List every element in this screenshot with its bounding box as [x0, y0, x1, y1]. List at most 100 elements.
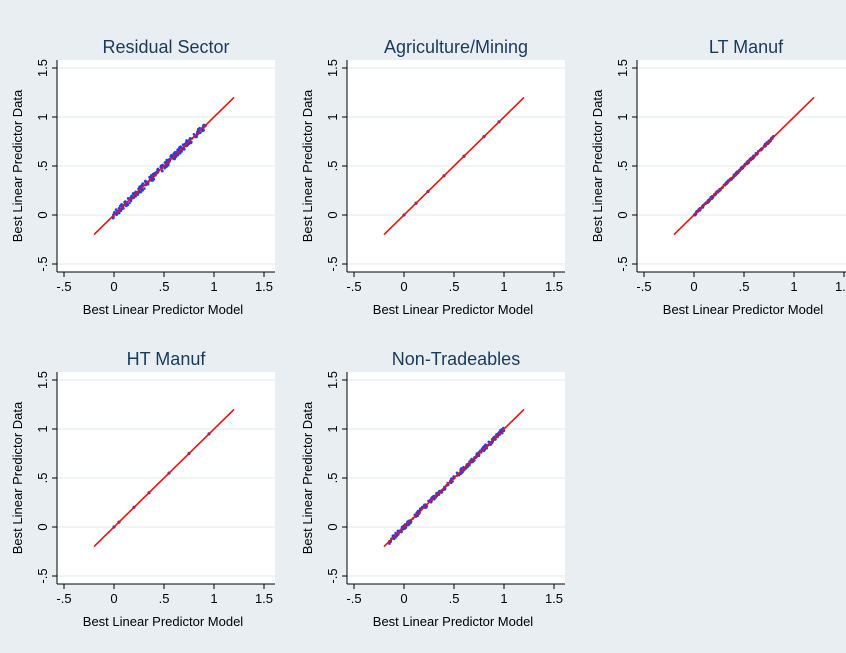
scatter-point	[141, 182, 145, 185]
x-tick-label: 1.5	[835, 279, 846, 294]
y-axis-label: Best Linear Predictor Data	[300, 401, 315, 554]
scatter-point	[159, 164, 163, 168]
scatter-point	[156, 168, 159, 171]
x-tick-label: 1	[210, 279, 217, 294]
y-tick-label: 1	[35, 113, 50, 120]
y-tick-label: 1.5	[325, 371, 340, 389]
y-tick-label: 1.5	[325, 59, 340, 77]
x-tick-label: -.5	[56, 279, 71, 294]
y-tick-label: 1	[35, 425, 50, 432]
x-axis-label: Best Linear Predictor Model	[663, 302, 824, 317]
scatter-point	[126, 197, 130, 200]
y-tick-label: 1	[325, 113, 340, 120]
scatter-point	[173, 151, 177, 154]
x-tick-label: 1.5	[255, 591, 273, 606]
y-tick-label: 0	[35, 211, 50, 218]
scatter-point	[189, 141, 193, 145]
y-tick-label: -.5	[615, 256, 630, 271]
x-tick-label: 1	[500, 279, 507, 294]
fit-line	[383, 408, 525, 548]
y-tick-label: 1	[325, 425, 340, 432]
x-tick-label: .5	[159, 591, 170, 606]
y-tick-label: 1.5	[615, 59, 630, 77]
y-tick-label: 1.5	[35, 371, 50, 389]
y-tick-label: .5	[615, 161, 630, 172]
scatter-point	[172, 157, 176, 161]
x-tick-label: 1	[790, 279, 797, 294]
x-axis-label: Best Linear Predictor Model	[373, 614, 534, 629]
x-tick-label: 1	[210, 591, 217, 606]
x-tick-label: 0	[690, 279, 697, 294]
y-tick-label: -.5	[35, 568, 50, 583]
panel-title: Residual Sector	[102, 37, 229, 57]
x-tick-label: -.5	[636, 279, 651, 294]
x-tick-label: .5	[449, 591, 460, 606]
panel-title: HT Manuf	[127, 349, 207, 369]
scatter-point	[126, 203, 130, 207]
panel-title: LT Manuf	[709, 37, 784, 57]
scatter-point	[143, 187, 146, 190]
scatter-point	[129, 199, 133, 203]
fit-line	[93, 408, 235, 548]
scatter-point	[152, 178, 155, 181]
panel-2: -.5 0 .5 1 1.5 -.5 0 .5 1 1.5 LT Manuf Best Linear …	[590, 37, 846, 317]
y-tick-label: -.5	[325, 568, 340, 583]
scatter-point	[165, 165, 168, 168]
x-tick-label: 0	[110, 279, 117, 294]
x-tick-label: .5	[159, 279, 170, 294]
y-tick-label: .5	[35, 161, 50, 172]
x-tick-label: -.5	[56, 591, 71, 606]
y-tick-label: .5	[35, 473, 50, 484]
x-tick-label: -.5	[346, 591, 361, 606]
scatter-point	[180, 150, 183, 153]
x-tick-label: 1.5	[255, 279, 273, 294]
fit-line	[383, 96, 525, 236]
x-tick-label: 1.5	[545, 591, 563, 606]
x-axis-label: Best Linear Predictor Model	[373, 302, 534, 317]
scatter-point	[169, 154, 173, 157]
panel-title: Agriculture/Mining	[384, 37, 528, 57]
y-tick-label: 0	[615, 211, 630, 218]
y-axis-label: Best Linear Predictor Data	[10, 89, 25, 242]
y-tick-label: .5	[325, 161, 340, 172]
x-tick-label: -.5	[346, 279, 361, 294]
scatter-point	[400, 530, 403, 534]
y-axis-label: Best Linear Predictor Data	[10, 401, 25, 554]
x-tick-label: 0	[110, 591, 117, 606]
scatter-point	[117, 211, 120, 215]
y-tick-label: .5	[325, 473, 340, 484]
x-tick-label: 1.5	[545, 279, 563, 294]
panel-1: -.5 0 .5 1 1.5 -.5 0 .5 1 1.5 Agriculture/Mining Be…	[300, 37, 565, 317]
scatter-point	[181, 143, 185, 146]
scatter-point	[120, 202, 123, 206]
scatter-point	[128, 201, 131, 205]
scatter-point	[160, 169, 164, 173]
scatter-point	[500, 431, 504, 435]
y-axis-label: Best Linear Predictor Data	[590, 89, 605, 242]
x-tick-label: 1	[500, 591, 507, 606]
scatter-point	[136, 193, 140, 196]
y-tick-label: -.5	[35, 256, 50, 271]
x-axis-label: Best Linear Predictor Model	[83, 302, 244, 317]
x-tick-label: .5	[739, 279, 750, 294]
y-tick-label: 1	[615, 113, 630, 120]
scatter-point	[165, 159, 169, 162]
scatter-point	[166, 163, 170, 167]
panel-4: -.5 0 .5 1 1.5 -.5 0 .5 1 1.5 Non-Tradeables Best L…	[300, 349, 565, 629]
scatter-point	[178, 151, 182, 155]
panel-3: -.5 0 .5 1 1.5 -.5 0 .5 1 1.5 HT Manuf Best Linear …	[10, 349, 275, 629]
scatter-point	[150, 174, 153, 178]
y-axis-label: Best Linear Predictor Data	[300, 89, 315, 242]
y-tick-label: 0	[325, 211, 340, 218]
fit-line	[673, 96, 815, 236]
scatter-point	[196, 128, 200, 131]
x-axis-label: Best Linear Predictor Model	[83, 614, 244, 629]
x-tick-label: 0	[400, 279, 407, 294]
scatter-point	[176, 148, 179, 151]
y-tick-label: -.5	[325, 256, 340, 271]
x-tick-label: .5	[449, 279, 460, 294]
y-tick-label: 1.5	[35, 59, 50, 77]
x-tick-label: 0	[400, 591, 407, 606]
panel-0: -.5 0 .5 1 1.5 -.5 0 .5 1 1.5 Residual Sector Best …	[10, 37, 275, 317]
